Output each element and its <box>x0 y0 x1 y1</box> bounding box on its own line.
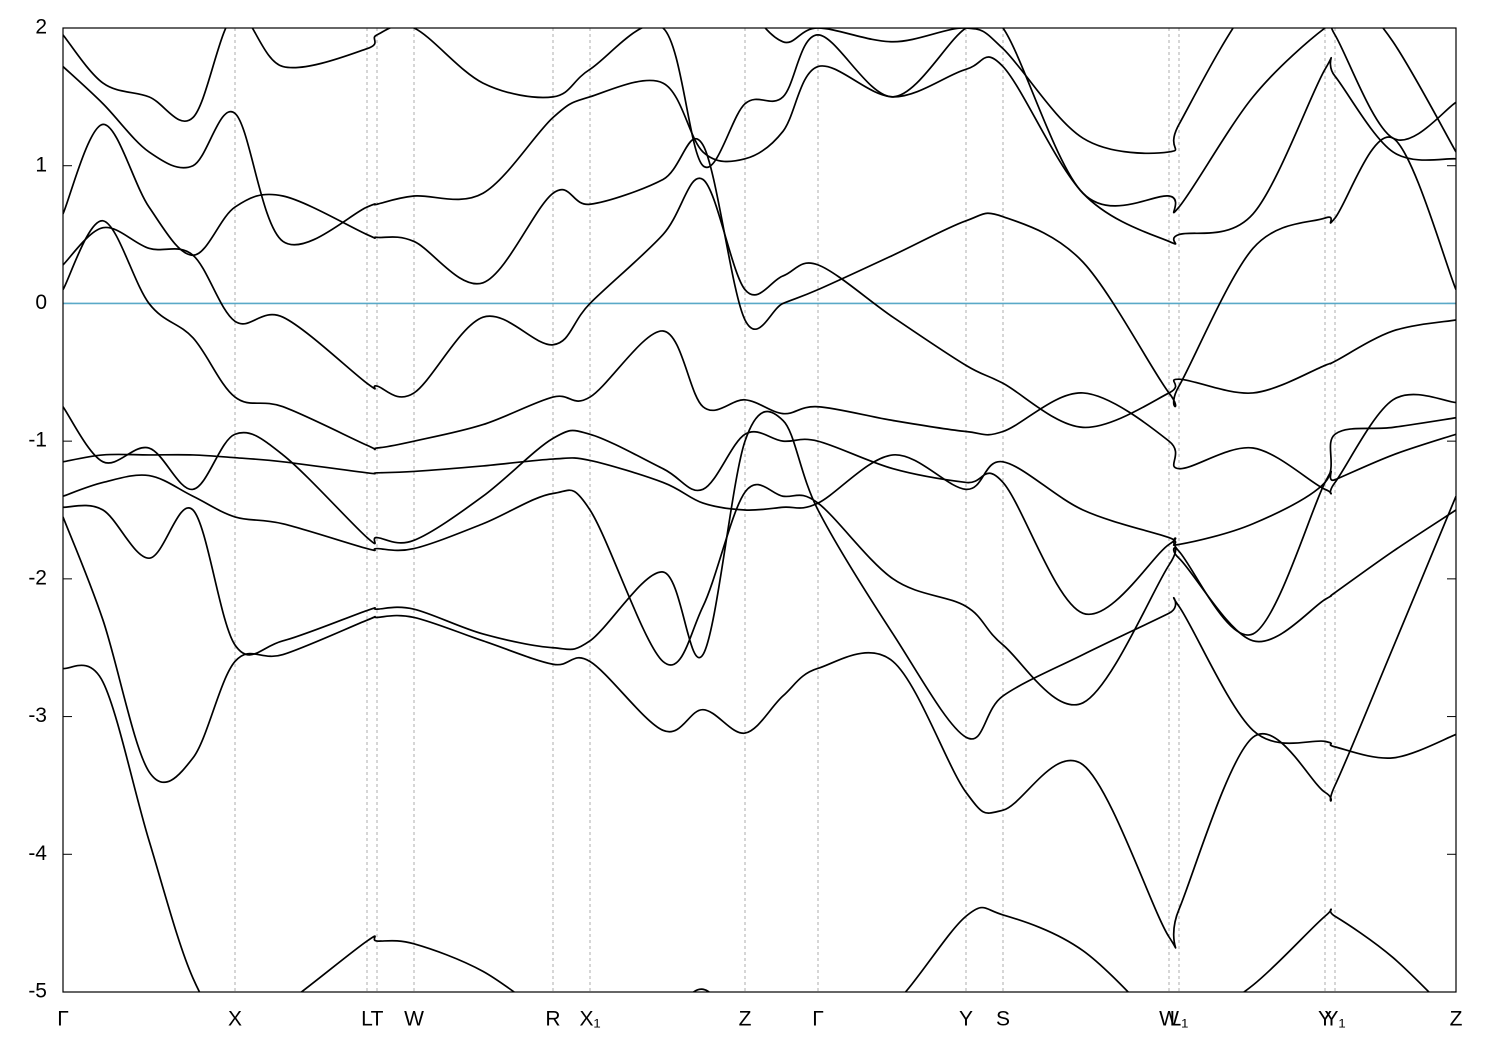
x-tick-label: L₁ <box>1170 1008 1189 1031</box>
x-tick-label: T <box>371 1008 384 1031</box>
band-line <box>63 410 1456 759</box>
x-tick-label: Γ <box>57 1008 69 1031</box>
band-line <box>63 28 1456 155</box>
band-line <box>63 56 1456 246</box>
x-tick-label: Z <box>1450 1008 1463 1031</box>
band-line <box>63 406 1456 636</box>
x-tick-label: X <box>228 1008 242 1031</box>
y-tick-label: 0 <box>35 291 47 314</box>
x-tick-label: Z <box>739 1008 752 1031</box>
plot-frame <box>62 27 1457 993</box>
x-tick-label: Y <box>1318 1008 1332 1031</box>
band-line <box>63 28 1456 214</box>
x-tick-label: R <box>545 1008 560 1031</box>
x-tick-label: Y <box>959 1008 973 1031</box>
y-tick-label: -3 <box>28 704 47 727</box>
y-tick-label: 1 <box>35 153 47 176</box>
x-tick-label: Y₁ <box>1324 1008 1345 1031</box>
band-line <box>63 495 1456 949</box>
band-line <box>63 219 1456 495</box>
y-tick-label: -4 <box>28 842 47 865</box>
x-tick-label: S <box>996 1008 1010 1031</box>
x-tick-label: W <box>1159 1008 1179 1031</box>
bands <box>63 28 1456 992</box>
band-line <box>63 416 1456 546</box>
x-tick-label: X₁ <box>579 1008 600 1031</box>
x-tick-label: Γ <box>812 1008 824 1031</box>
x-tick-label: L <box>361 1008 373 1031</box>
y-tick-label: -5 <box>28 980 47 1003</box>
y-tick-label: 2 <box>35 16 47 39</box>
y-tick-label: -2 <box>28 566 47 589</box>
x-tick-label: W <box>404 1008 424 1031</box>
band-line <box>63 123 1456 408</box>
band-line <box>63 177 1456 429</box>
y-tick-label: -1 <box>28 429 47 452</box>
